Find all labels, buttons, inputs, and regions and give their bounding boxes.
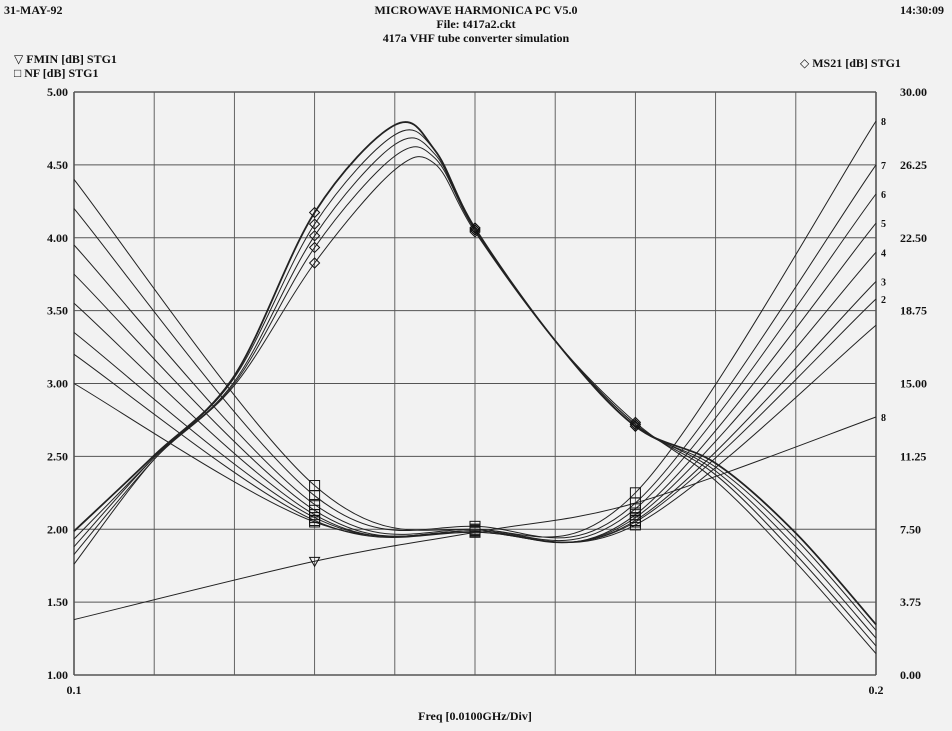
curve-end-label: 8 — [881, 413, 886, 424]
date-label: 31-MAY-92 — [4, 3, 63, 17]
ms21-series-line — [73, 137, 877, 639]
ms21-marker — [629, 416, 642, 429]
nf-marker — [309, 490, 321, 502]
ms21-series-line — [73, 146, 877, 647]
ms21-marker — [308, 218, 321, 230]
curve-end-label: 2 — [881, 295, 886, 306]
ms21-marker — [469, 224, 481, 236]
y-tick-label-left: 5.00 — [47, 85, 68, 99]
x-tick-label: 0.2 — [869, 683, 884, 697]
ms21-series-line — [73, 129, 877, 631]
ms21-marker — [469, 226, 481, 238]
time-label: 14:30:09 — [900, 3, 944, 17]
nf-series-line — [73, 164, 877, 539]
file-label: File: t417a2.ckt — [436, 17, 516, 31]
legend-nf: □ NF [dB] STG1 — [14, 66, 98, 81]
y-tick-label-left: 2.00 — [47, 522, 68, 536]
chart-subtitle: 417a VHF tube converter simulation — [382, 31, 570, 45]
fmin-marker — [308, 556, 321, 568]
curve-end-label: 6 — [881, 190, 886, 201]
app-title: MICROWAVE HARMONICA PC V5.0 — [374, 3, 578, 17]
legend-fmin-label: FMIN [dB] STG1 — [26, 52, 117, 66]
curve-end-label: 3 — [881, 277, 886, 288]
curve-end-label: 5 — [881, 219, 886, 230]
x-tick-label: 0.1 — [67, 683, 82, 697]
y-tick-label-left: 1.50 — [47, 595, 68, 609]
curve-end-label: 8 — [881, 117, 886, 128]
ms21-marker — [629, 418, 642, 431]
y-tick-label-left: 4.50 — [47, 158, 68, 172]
nf-series-line — [73, 324, 877, 543]
ms21-marker — [308, 241, 321, 254]
nf-marker — [309, 516, 321, 528]
legend-ms21-label: MS21 [dB] STG1 — [812, 56, 901, 70]
ms21-marker — [308, 257, 321, 269]
y-tick-label-left: 3.50 — [47, 304, 68, 318]
legend-ms21: ◇ MS21 [dB] STG1 — [800, 56, 901, 71]
y-tick-label-right: 22.50 — [900, 231, 927, 245]
y-tick-label-left: 2.50 — [47, 449, 68, 463]
y-tick-label-left: 4.00 — [47, 231, 68, 245]
square-marker-icon: □ — [14, 66, 22, 80]
y-tick-label-right: 3.75 — [900, 595, 921, 609]
triangle-marker-icon: ▽ — [14, 52, 24, 66]
x-axis-label: Freq [0.0100GHz/Div] — [418, 709, 532, 723]
legend-fmin: ▽ FMIN [dB] STG1 — [14, 52, 117, 67]
y-tick-label-right: 0.00 — [900, 668, 921, 682]
ms21-marker — [469, 222, 481, 234]
y-tick-label-left: 1.00 — [47, 668, 68, 682]
nf-series-line — [73, 281, 877, 543]
curve-end-label: 4 — [881, 248, 886, 259]
ms21-marker — [308, 230, 321, 242]
y-tick-label-right: 7.50 — [900, 522, 921, 536]
nf-marker — [469, 526, 481, 538]
y-tick-label-right: 15.00 — [900, 377, 927, 391]
y-tick-label-right: 11.25 — [900, 449, 926, 463]
ms21-marker — [308, 206, 321, 219]
y-tick-label-right: 26.25 — [900, 158, 927, 172]
nf-marker — [629, 519, 641, 531]
nf-marker — [629, 497, 641, 509]
y-tick-label-right: 30.00 — [900, 85, 927, 99]
y-tick-label-right: 18.75 — [900, 304, 927, 318]
diamond-marker-icon: ◇ — [800, 56, 810, 70]
y-tick-label-left: 3.00 — [47, 377, 68, 391]
ms21-series-line — [73, 156, 877, 654]
nf-marker — [629, 503, 641, 515]
curve-end-label: 7 — [881, 161, 886, 172]
legend-nf-label: NF [dB] STG1 — [24, 66, 99, 80]
